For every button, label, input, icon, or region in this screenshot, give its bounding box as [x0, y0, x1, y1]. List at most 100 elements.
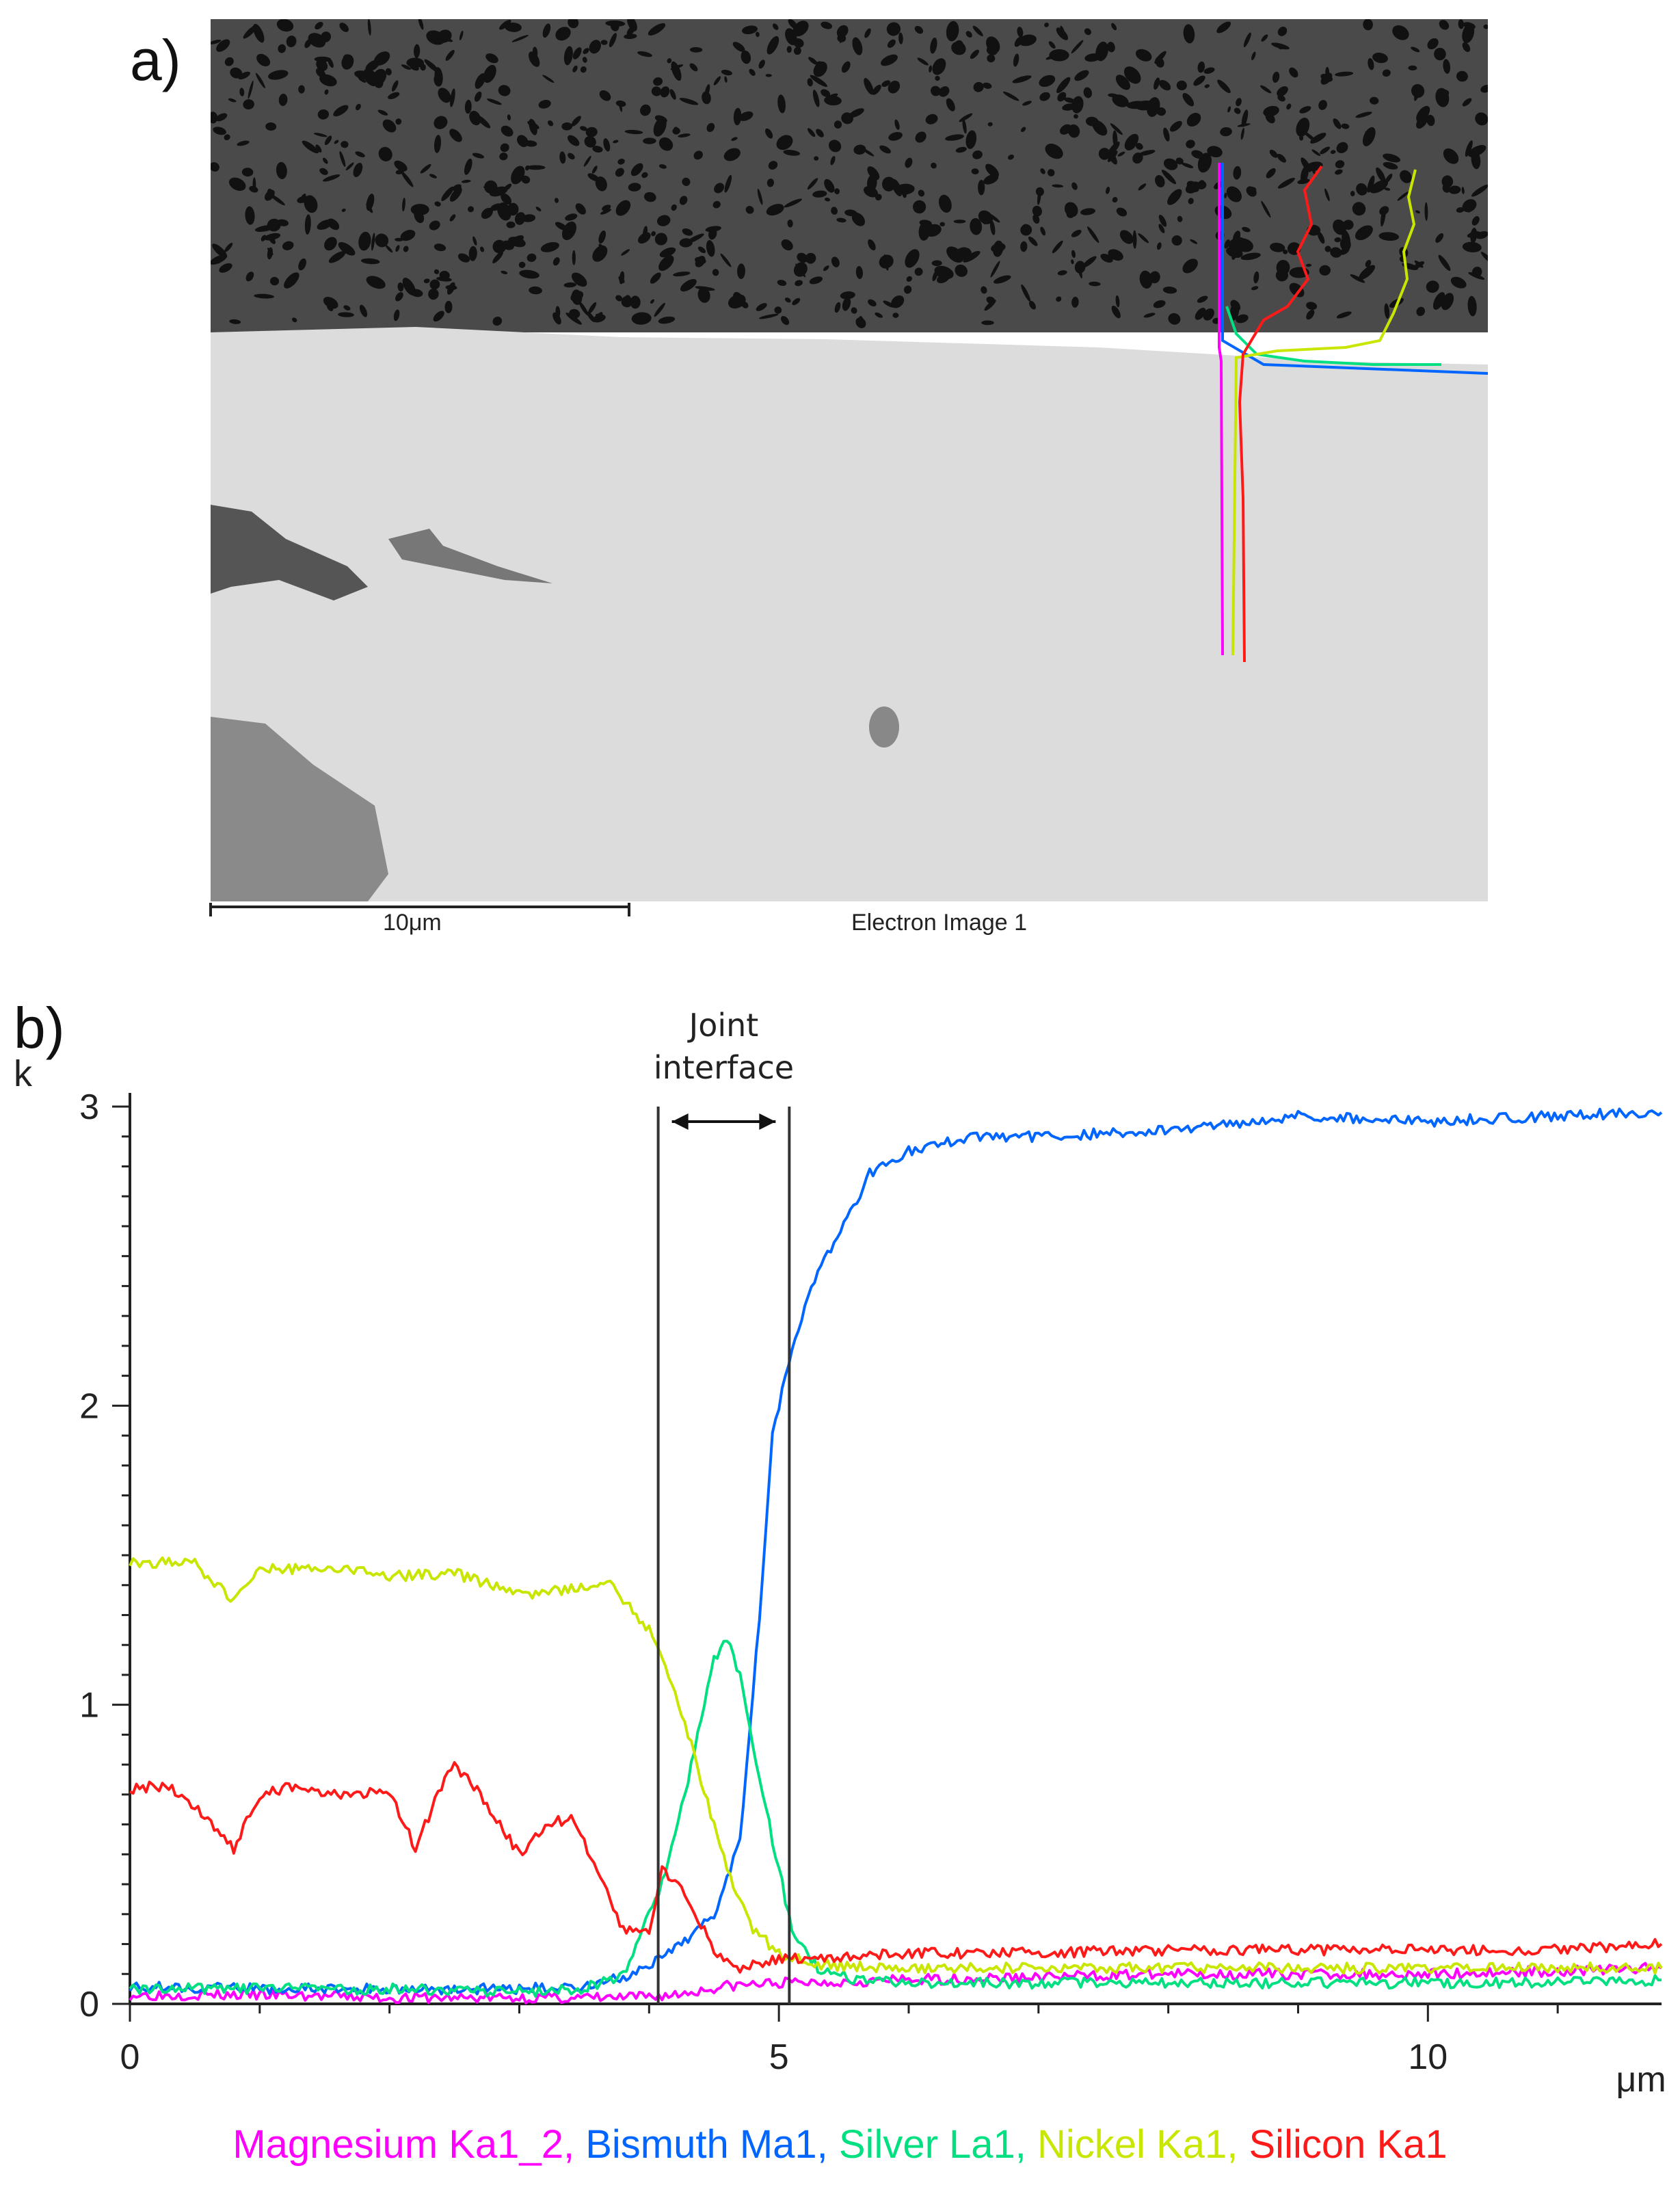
pore — [580, 66, 587, 73]
pore — [475, 73, 486, 89]
pore — [1168, 313, 1181, 325]
y-axis-label: k — [14, 1053, 33, 1094]
pore — [689, 47, 703, 53]
pore — [648, 23, 666, 36]
pore — [1158, 224, 1165, 233]
pore — [588, 302, 597, 315]
pore — [1383, 153, 1401, 163]
pore — [1071, 40, 1084, 54]
pore — [650, 299, 654, 304]
pore — [575, 203, 586, 215]
pore — [1456, 207, 1465, 213]
pore — [714, 183, 725, 194]
pore — [1241, 109, 1249, 127]
pore — [807, 178, 818, 190]
pore — [1163, 158, 1178, 170]
pore — [1234, 107, 1241, 114]
pore — [228, 177, 246, 191]
pore — [230, 67, 243, 79]
pore — [981, 320, 994, 326]
pore — [434, 269, 440, 274]
pore — [615, 200, 631, 216]
pore — [679, 196, 688, 205]
pore — [1342, 230, 1351, 251]
pore — [1119, 230, 1134, 244]
pore — [766, 204, 784, 216]
pore — [552, 257, 560, 266]
pore — [256, 53, 271, 67]
pore — [1276, 260, 1290, 276]
pore — [1183, 24, 1195, 44]
pore — [375, 233, 389, 248]
pore — [617, 158, 625, 165]
pore — [445, 49, 455, 61]
pore — [1044, 23, 1049, 27]
pore — [505, 22, 522, 32]
pore — [592, 314, 606, 323]
pore — [965, 141, 976, 146]
pore — [492, 251, 503, 264]
pore — [1318, 100, 1327, 110]
pore — [211, 254, 227, 265]
pore — [931, 260, 942, 267]
pore — [429, 279, 440, 290]
pore — [1080, 208, 1096, 215]
pore — [1138, 233, 1149, 243]
pore — [323, 297, 338, 309]
linescan-silver — [1225, 306, 1441, 366]
pore — [568, 153, 575, 160]
pore — [1334, 237, 1342, 243]
pore — [831, 256, 840, 267]
pore — [891, 295, 905, 308]
pore — [821, 89, 831, 97]
pore — [1052, 240, 1063, 254]
pore — [1311, 166, 1316, 174]
pore — [1330, 150, 1336, 155]
pore — [1400, 170, 1412, 183]
pore — [468, 246, 477, 261]
pore — [428, 288, 439, 300]
pore — [1220, 127, 1232, 137]
pore — [224, 57, 234, 66]
pore — [1462, 199, 1477, 213]
pore — [1382, 69, 1391, 77]
legend-entry: Silicon Ka1 — [1249, 2122, 1448, 2167]
pore — [965, 31, 972, 38]
linescan-silicon — [1238, 165, 1323, 663]
pore — [1352, 202, 1366, 216]
pore — [211, 111, 218, 124]
pore — [879, 145, 891, 154]
pore — [1171, 235, 1182, 246]
pore — [506, 221, 516, 228]
pore — [1047, 169, 1055, 176]
pore — [237, 140, 250, 146]
pore — [338, 241, 356, 256]
pore — [1067, 124, 1080, 138]
pore — [267, 188, 273, 198]
pore — [444, 300, 453, 313]
pore — [561, 122, 573, 131]
pore — [434, 201, 441, 207]
pore — [917, 57, 929, 66]
pore — [912, 200, 926, 214]
pore — [1462, 42, 1471, 52]
pore — [385, 245, 393, 253]
pore — [914, 267, 923, 276]
pore — [777, 280, 787, 287]
pore — [824, 197, 831, 202]
pore — [433, 310, 444, 322]
pore — [542, 75, 555, 83]
pore — [987, 122, 993, 127]
pore — [1261, 200, 1271, 218]
pore — [765, 128, 773, 139]
pore — [1471, 184, 1488, 197]
pore — [212, 243, 228, 259]
pore — [535, 207, 542, 211]
pore — [989, 220, 996, 235]
pore — [243, 99, 254, 110]
pore — [881, 80, 891, 88]
pore — [1480, 85, 1488, 93]
pore — [1277, 26, 1288, 36]
pore — [449, 187, 462, 202]
pore — [1424, 202, 1428, 221]
